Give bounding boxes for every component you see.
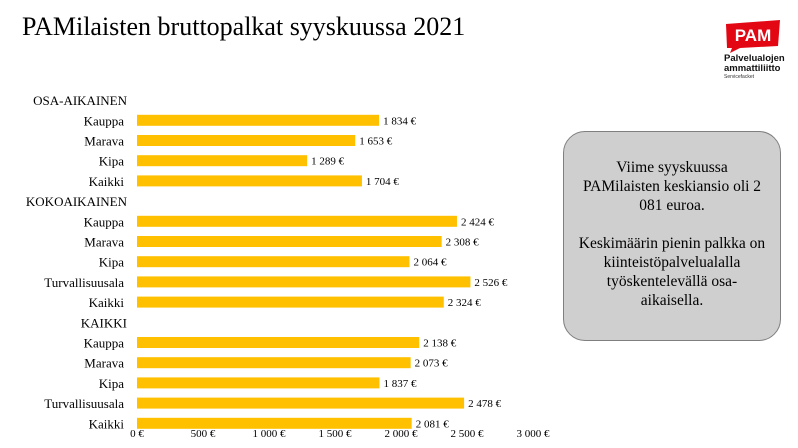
data-label: 2 081 € xyxy=(416,418,450,430)
category-label: Kaikki xyxy=(89,295,125,310)
data-label: 1 704 € xyxy=(366,176,400,188)
data-label: 1 834 € xyxy=(383,115,417,127)
category-label: Marava xyxy=(84,356,124,371)
data-label: 2 424 € xyxy=(461,216,495,228)
data-label: 2 064 € xyxy=(413,257,447,269)
data-label: 2 308 € xyxy=(446,237,480,249)
bar xyxy=(137,114,380,126)
logo-line-3: Servicefacket xyxy=(724,74,755,80)
bar xyxy=(137,236,442,247)
data-label: 2 526 € xyxy=(474,277,508,289)
pam-logo: PAM Palvelualojen ammattiliitto Servicef… xyxy=(724,18,788,80)
data-label: 1 653 € xyxy=(359,136,393,148)
bar xyxy=(137,155,308,167)
category-label: Kaikki xyxy=(89,174,125,189)
logo-line-2: ammattiliitto xyxy=(724,63,781,74)
x-tick-label: 3 000 € xyxy=(517,428,551,440)
bar xyxy=(137,417,412,429)
category-label: Kauppa xyxy=(84,336,125,351)
bar xyxy=(137,215,457,227)
page-title: PAMilaisten bruttopalkat syyskuussa 2021 xyxy=(22,12,466,41)
bar xyxy=(137,276,471,288)
category-label: Kipa xyxy=(99,154,125,169)
data-label: 2 138 € xyxy=(423,338,457,350)
data-label: 1 837 € xyxy=(383,378,417,390)
bar xyxy=(137,296,444,308)
group-header: KOKOAIKAINEN xyxy=(26,194,128,209)
info-text-lowest: Keskimäärin pienin palkka on kiinteistöp… xyxy=(578,235,766,309)
info-text-average: Viime syyskuussa PAMilaisten keskiansio … xyxy=(582,159,762,214)
data-label: 1 289 € xyxy=(311,156,345,168)
bar xyxy=(137,135,356,146)
logo-line-1: Palvelualojen xyxy=(724,53,785,64)
group-header: KAIKKI xyxy=(81,315,127,330)
x-tick-label: 2 000 € xyxy=(385,428,419,440)
data-label: 2 478 € xyxy=(468,398,502,410)
bar xyxy=(137,256,410,268)
x-tick-label: 1 500 € xyxy=(319,428,353,440)
bar xyxy=(137,337,420,348)
category-label: Kauppa xyxy=(84,113,125,128)
bar xyxy=(137,377,380,389)
x-tick-label: 0 € xyxy=(130,428,144,440)
x-tick-label: 1 000 € xyxy=(253,428,287,440)
bar xyxy=(137,397,465,409)
data-label: 2 324 € xyxy=(448,297,482,309)
bar xyxy=(137,175,362,187)
info-box: Viime syyskuussa PAMilaisten keskiansio … xyxy=(563,131,781,341)
x-tick-label: 500 € xyxy=(191,428,216,440)
category-label: Kaikki xyxy=(89,416,125,431)
bar xyxy=(137,357,411,369)
category-label: Kipa xyxy=(99,255,125,270)
svg-text:PAM: PAM xyxy=(735,26,772,45)
data-label: 2 073 € xyxy=(415,358,449,370)
category-label: Kauppa xyxy=(84,214,125,229)
category-label: Marava xyxy=(84,235,124,250)
x-tick-label: 2 500 € xyxy=(451,428,485,440)
group-header: OSA-AIKAINEN xyxy=(33,93,127,108)
category-label: Turvallisuusala xyxy=(44,396,124,411)
category-label: Kipa xyxy=(99,376,125,391)
category-label: Marava xyxy=(84,134,124,149)
pam-logo-badge: PAM xyxy=(726,20,780,53)
category-label: Turvallisuusala xyxy=(44,275,124,290)
